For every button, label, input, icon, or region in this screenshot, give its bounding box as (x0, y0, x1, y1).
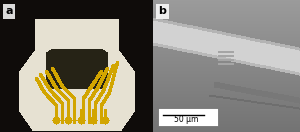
Text: b: b (159, 6, 167, 16)
Text: a: a (5, 6, 13, 16)
Bar (158, 107, 218, 126)
Text: 50 μm: 50 μm (174, 114, 198, 124)
